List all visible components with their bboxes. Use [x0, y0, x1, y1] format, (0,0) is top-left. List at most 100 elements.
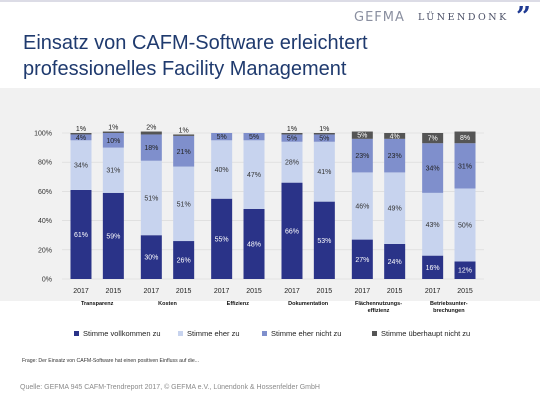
y-tick-label: 20% — [38, 247, 52, 254]
bar-segment — [313, 201, 335, 279]
data-label: 4% — [390, 133, 400, 140]
x-tick-label: 2015 — [176, 288, 192, 295]
legend-swatch — [262, 331, 267, 336]
legend-item: Stimme überhaupt nicht zu — [372, 329, 470, 338]
data-label: 34% — [426, 166, 440, 173]
data-label: 31% — [106, 168, 120, 175]
data-label: 49% — [388, 206, 402, 213]
bar-segment — [70, 133, 92, 135]
data-label: 16% — [426, 265, 440, 272]
chart-legend: Stimme vollkommen zu Stimme eher zu Stimme… — [0, 329, 540, 343]
page-title-line1: Einsatz von CAFM-Software erleichtert — [23, 32, 368, 54]
bar-segment — [102, 192, 124, 279]
x-tick-label: 2015 — [317, 288, 333, 295]
data-label: 27% — [355, 257, 369, 264]
y-tick-label: 80% — [38, 160, 52, 167]
legend-label: Stimme eher zu — [187, 329, 240, 338]
bar-segment — [211, 140, 233, 199]
x-tick-label: 2015 — [246, 288, 262, 295]
stacked-bar-chart: 0% 20% 40% 60% 80% 100% 61% 34% 4% 1% 2017 59% 31% 10… — [0, 88, 540, 314]
data-label: 28% — [285, 160, 299, 167]
x-tick-label: 2015 — [457, 288, 473, 295]
data-label: 51% — [177, 201, 191, 208]
bar-segment — [384, 138, 406, 173]
data-label: 1% — [108, 125, 118, 132]
bar-segment — [384, 133, 406, 139]
legend-swatch — [74, 331, 79, 336]
bar-segment — [351, 138, 373, 173]
bar-segment — [422, 143, 444, 193]
data-label: 53% — [317, 238, 331, 245]
bar-segment — [281, 134, 303, 142]
data-label: 46% — [355, 204, 369, 211]
legend-swatch — [178, 331, 183, 336]
bar-segment — [384, 243, 406, 279]
x-tick-label: 2017 — [284, 288, 300, 295]
source-note: Quelle: GEFMA 945 CAFM-Trendreport 2017,… — [20, 384, 320, 391]
group-label: Kosten — [158, 301, 177, 307]
bar-segment — [313, 141, 335, 202]
bar-segment — [281, 141, 303, 183]
data-label: 66% — [285, 228, 299, 235]
legend-item: Stimme vollkommen zu — [74, 329, 161, 338]
bar-segment — [211, 198, 233, 279]
data-label: 34% — [74, 163, 88, 170]
bar-segment — [384, 172, 406, 244]
group-label: brechungen — [433, 308, 465, 314]
data-label: 48% — [247, 241, 261, 248]
luenendonk-quote-mark: ” — [516, 2, 531, 32]
group-label: Dokumentation — [288, 301, 329, 307]
survey-question: Frage: Der Einsatz von CAFM-Software hat… — [22, 358, 200, 364]
bar-segment — [313, 133, 335, 135]
bar-segment — [211, 133, 233, 141]
group-label: Flächennutzungs- — [355, 301, 402, 307]
y-tick-label: 100% — [34, 131, 52, 138]
data-label: 59% — [106, 233, 120, 240]
data-label: 50% — [458, 222, 472, 229]
data-label: 23% — [388, 153, 402, 160]
bar-segment — [102, 133, 124, 148]
data-label: 30% — [144, 255, 158, 262]
x-tick-label: 2017 — [144, 288, 160, 295]
bar-segment — [351, 131, 373, 139]
bar-segment — [140, 131, 162, 135]
bar-segment — [281, 182, 303, 279]
x-tick-label: 2017 — [355, 288, 371, 295]
x-tick-label: 2017 — [73, 288, 89, 295]
data-label: 5% — [357, 133, 367, 140]
data-label: 41% — [317, 169, 331, 176]
bar-segment — [173, 135, 195, 167]
bar-segment — [102, 131, 124, 133]
data-label: 5% — [287, 136, 297, 143]
bar-segment — [454, 188, 476, 262]
bar-segment — [140, 235, 162, 279]
data-label: 24% — [388, 259, 402, 266]
bar-segment — [102, 147, 124, 193]
data-label: 55% — [215, 236, 229, 243]
bar-segment — [173, 134, 195, 136]
x-tick-label: 2015 — [387, 288, 403, 295]
bar-segment — [351, 239, 373, 279]
bar-segment — [454, 143, 476, 189]
bar-segment — [422, 255, 444, 279]
bar-segment — [70, 140, 92, 190]
group-label: effizienz — [368, 308, 390, 314]
group-label: Effizienz — [227, 301, 250, 307]
data-label: 31% — [458, 163, 472, 170]
data-label: 51% — [144, 195, 158, 202]
data-label: 43% — [426, 222, 440, 229]
page-title-line2: professionelles Facility Management — [23, 58, 347, 80]
data-label: 10% — [106, 138, 120, 145]
data-label: 4% — [76, 135, 86, 142]
data-label: 8% — [460, 135, 470, 142]
bar-segment — [70, 134, 92, 141]
y-tick-label: 60% — [38, 189, 52, 196]
data-label: 7% — [428, 136, 438, 143]
data-label: 40% — [215, 167, 229, 174]
legend-swatch — [372, 331, 377, 336]
legend-item: Stimme eher nicht zu — [262, 329, 341, 338]
data-label: 12% — [458, 268, 472, 275]
legend-label: Stimme überhaupt nicht zu — [381, 329, 471, 338]
bar-segment — [70, 189, 92, 279]
bar-segment — [243, 208, 265, 279]
